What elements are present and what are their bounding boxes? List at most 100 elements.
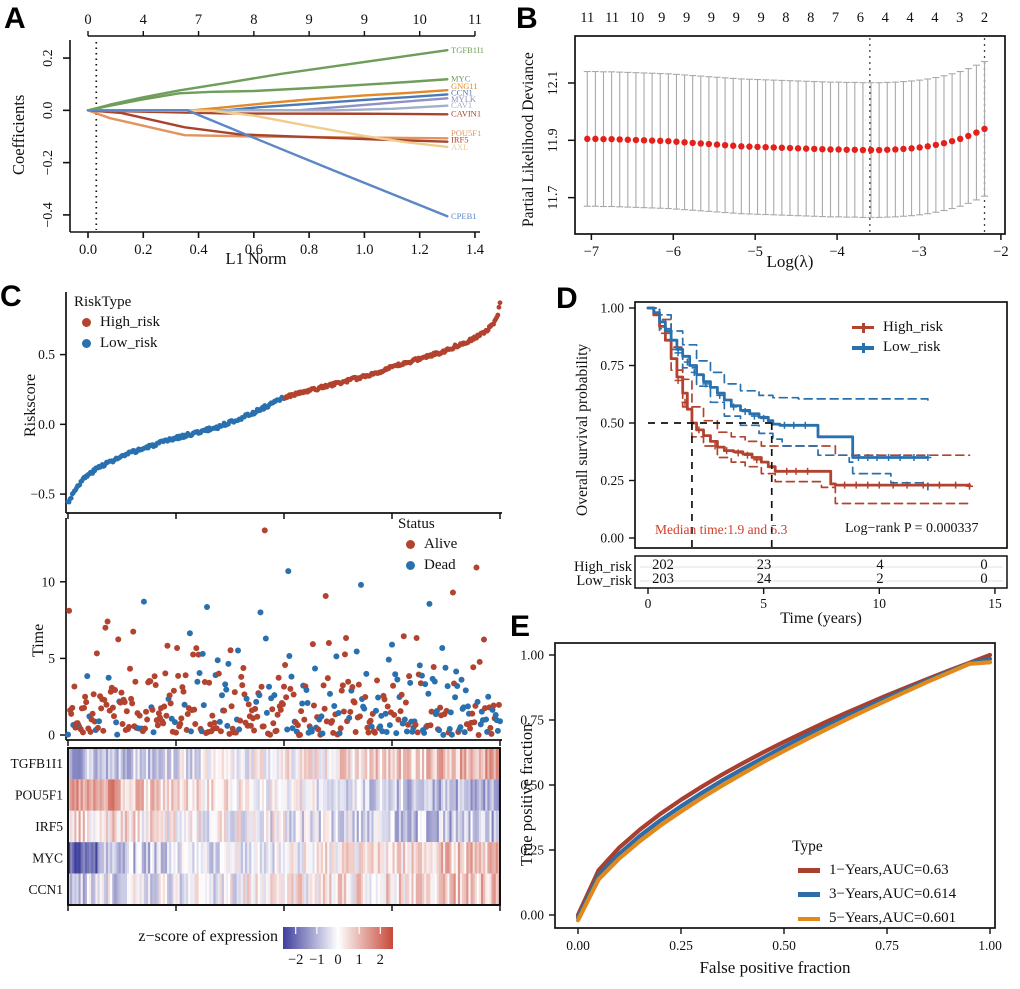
- panel-b-y-axis-title: Partial Likelihood Deviance: [520, 52, 537, 228]
- panel-e-plot: 1.00 0.75 0.50 0.25 0.00 0.00 0.25 0.50 0.75 1.00: [520, 642, 1002, 953]
- svg-text:3: 3: [956, 10, 963, 26]
- legend-item-label: Alive: [424, 536, 458, 553]
- svg-text:CAVIN1: CAVIN1: [451, 108, 481, 118]
- svg-text:1.0: 1.0: [355, 242, 373, 258]
- roc-legend-5y: 5−Years,AUC=0.601: [798, 910, 956, 927]
- svg-text:0.00: 0.00: [600, 531, 624, 546]
- svg-text:−1: −1: [309, 952, 324, 968]
- roc-3y-line-icon: [798, 892, 820, 897]
- svg-text:0.75: 0.75: [875, 938, 899, 953]
- svg-text:9: 9: [708, 10, 715, 26]
- roc-5y-line-icon: [798, 916, 820, 922]
- legend-item-label: 3−Years,AUC=0.614: [829, 886, 957, 903]
- svg-text:−5: −5: [747, 244, 762, 260]
- panel-c-time-axis-title: Time: [30, 623, 47, 657]
- svg-text:6: 6: [857, 10, 864, 26]
- svg-text:4: 4: [882, 10, 890, 26]
- risk-table-value: 23: [756, 557, 772, 573]
- legend-item-label: Low_risk: [883, 339, 941, 356]
- svg-text:0.25: 0.25: [669, 938, 693, 953]
- panel-d-x-axis-title: Time (years): [780, 610, 862, 627]
- svg-text:0.6: 0.6: [245, 242, 263, 258]
- svg-text:−4: −4: [829, 244, 845, 260]
- svg-text:5: 5: [48, 651, 55, 666]
- svg-text:11: 11: [468, 12, 482, 28]
- panel-c-riskscore-axis-title: Riskscore: [22, 373, 39, 437]
- legend-item-label: 5−Years,AUC=0.601: [829, 910, 957, 927]
- svg-text:1.00: 1.00: [520, 648, 544, 663]
- risk-table-value: 4: [876, 557, 884, 573]
- svg-text:0.2: 0.2: [41, 49, 56, 67]
- panel-b-label: B: [516, 2, 538, 35]
- svg-text:2: 2: [981, 10, 988, 26]
- risktype-legend-title: RiskType: [74, 294, 132, 310]
- legend-item-label: High_risk: [100, 314, 160, 331]
- censor-plus-icon: [861, 322, 865, 333]
- risk-table-row-label-low: Low_risk: [576, 573, 632, 589]
- svg-text:−6: −6: [666, 244, 681, 260]
- svg-text:0.50: 0.50: [600, 416, 624, 431]
- panel-d-y-axis-title: Overall survival probability: [574, 343, 591, 517]
- colorbar-title: z−score of expression: [138, 928, 278, 945]
- panel-b-plot: 11 11 10 9 9 9 9 9 8 8 7 6 4 4 4 3 212.111.911.7−7 −6 −5 −4…: [546, 10, 1009, 260]
- svg-text:0.50: 0.50: [520, 778, 544, 793]
- svg-text:2: 2: [377, 952, 384, 968]
- svg-text:0: 0: [48, 728, 55, 743]
- svg-text:0.0: 0.0: [38, 417, 55, 432]
- svg-text:8: 8: [250, 12, 257, 28]
- svg-text:0: 0: [334, 952, 341, 968]
- svg-text:−0.2: −0.2: [41, 150, 56, 175]
- svg-text:7: 7: [832, 10, 839, 26]
- svg-text:0.00: 0.00: [566, 938, 590, 953]
- legend-item-label: Low_risk: [100, 334, 158, 351]
- panel-a-y-axis-title: Coefficients: [9, 94, 28, 176]
- svg-text:1.4: 1.4: [466, 242, 485, 258]
- svg-text:−7: −7: [584, 244, 599, 260]
- svg-text:1.2: 1.2: [411, 242, 429, 258]
- svg-text:12.1: 12.1: [546, 71, 561, 96]
- panel-e-x-axis-title: False positive fraction: [699, 958, 851, 977]
- dead-dot-icon: [406, 560, 415, 570]
- svg-text:0.75: 0.75: [520, 713, 544, 728]
- svg-text:CCN1: CCN1: [28, 882, 63, 897]
- svg-text:0: 0: [645, 596, 652, 611]
- km-legend-low-risk: Low_risk: [852, 339, 943, 356]
- panel-a-plot: 0 4 7 8 9 9 10 11 0.2 0.0 −0.2 −0.4 0.0 0.2 0.4 0.6 0.8 1…: [41, 12, 485, 258]
- svg-text:5: 5: [760, 596, 767, 611]
- svg-text:MYC: MYC: [32, 850, 63, 865]
- svg-text:0.4: 0.4: [189, 242, 208, 258]
- svg-text:10: 10: [412, 12, 427, 28]
- panel-c-heatmap: TGFB1I1 POU5F1 IRF5 MYC CCN1 −2 −1 0 1 2: [10, 747, 501, 968]
- svg-text:1: 1: [356, 952, 363, 968]
- svg-text:IRF5: IRF5: [35, 819, 63, 834]
- svg-text:8: 8: [807, 10, 814, 26]
- svg-text:MYLK: MYLK: [451, 94, 477, 104]
- svg-text:CAV1: CAV1: [451, 100, 472, 110]
- svg-text:0: 0: [84, 12, 91, 28]
- panel-e-label: E: [510, 610, 531, 643]
- svg-text:0.25: 0.25: [520, 843, 544, 858]
- risk-table-value: 203: [652, 571, 674, 587]
- svg-text:4: 4: [140, 12, 148, 28]
- risk-table-value: 0: [980, 571, 988, 587]
- panel-d-label: D: [556, 282, 578, 315]
- svg-text:11.7: 11.7: [546, 186, 561, 210]
- svg-text:9: 9: [305, 12, 312, 28]
- svg-text:AXL: AXL: [451, 142, 468, 152]
- km-legend: High_risk Low_risk: [852, 316, 943, 360]
- risk-table-value: 2: [876, 571, 884, 587]
- roc-1y-line-icon: [798, 868, 820, 873]
- risk-table-value: 0: [980, 557, 988, 573]
- svg-text:−2: −2: [288, 952, 303, 968]
- svg-text:9: 9: [658, 10, 665, 26]
- svg-text:−2: −2: [993, 244, 1008, 260]
- svg-text:15: 15: [988, 596, 1002, 611]
- low-risk-line-icon: [852, 342, 874, 353]
- svg-text:CCN1: CCN1: [451, 88, 473, 98]
- legend-item-high-risk: High_risk: [82, 314, 160, 331]
- panel-b-x-axis-title: Log(λ): [766, 252, 814, 271]
- svg-text:−0.4: −0.4: [41, 202, 56, 227]
- roc-legend-3y: 3−Years,AUC=0.614: [798, 886, 956, 903]
- svg-text:7: 7: [195, 12, 202, 28]
